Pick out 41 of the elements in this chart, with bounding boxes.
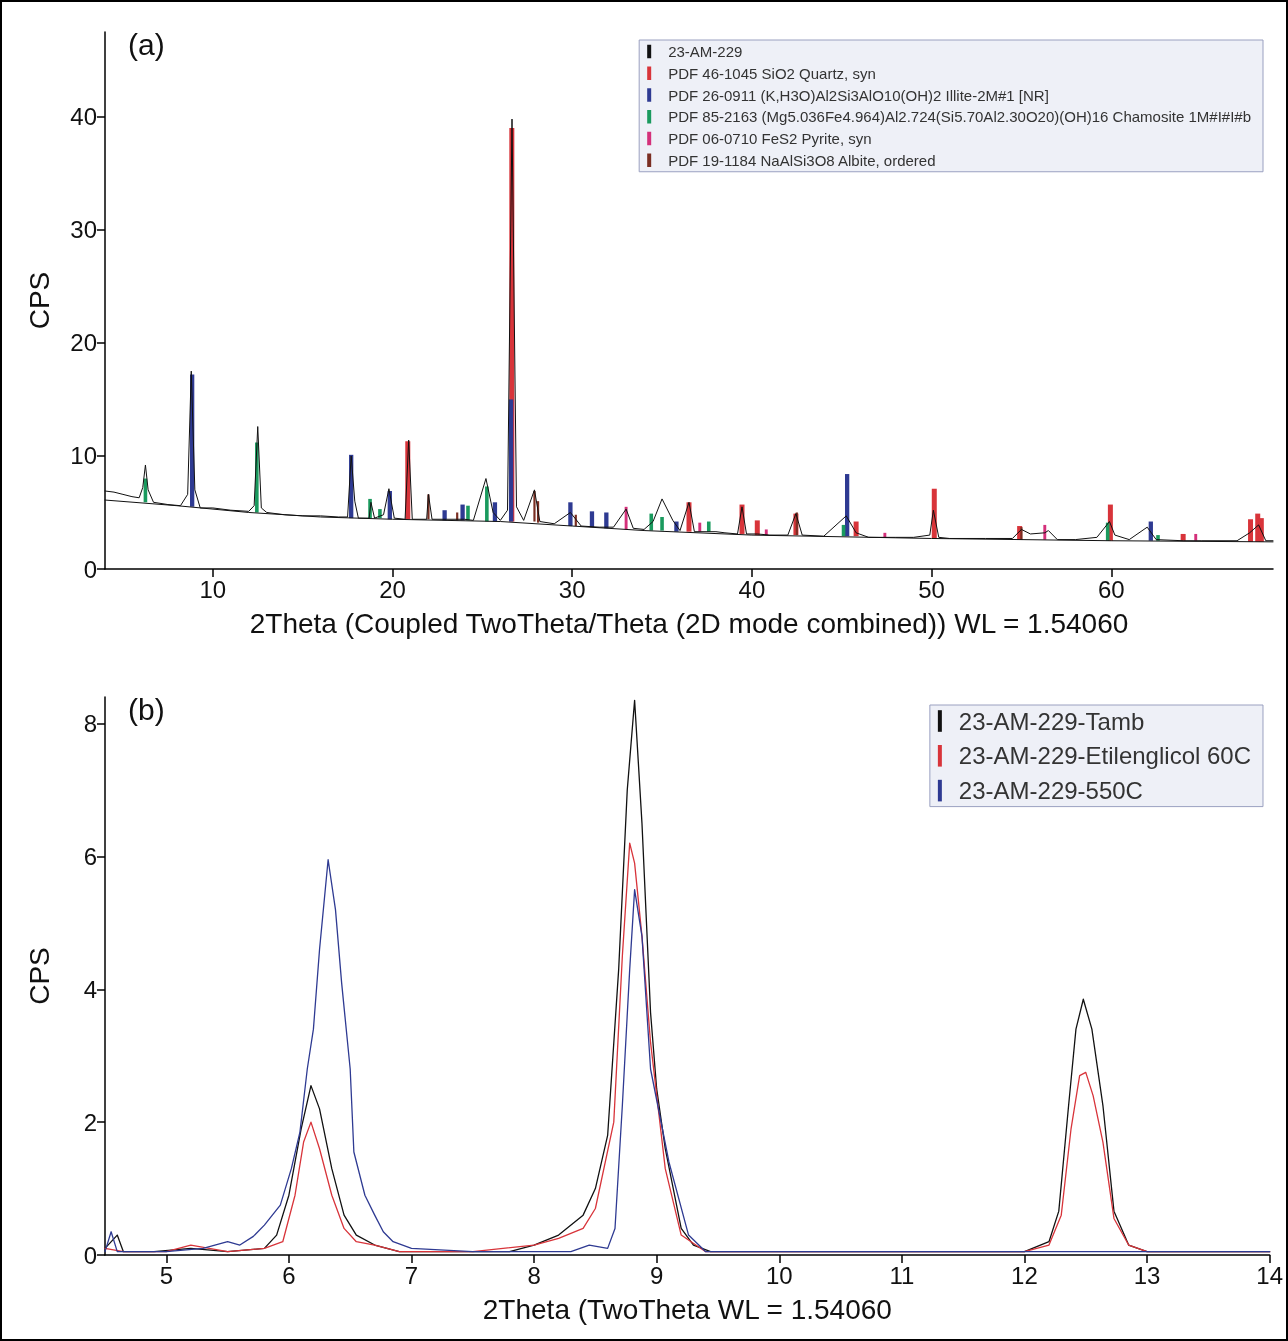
x-tick-label: 13	[1133, 1261, 1161, 1289]
chart-title: (a)	[128, 27, 165, 61]
legend-label: PDF 26-0911 (K,H3O)Al2Si3AlO10(OH)2 Illite-2M#1 [NR]	[668, 86, 1049, 104]
legend-label: PDF 06-0710 FeS2 Pyrite, syn	[668, 130, 872, 147]
y-axis-title: CPS	[23, 947, 55, 1005]
x-tick-label: 12	[1011, 1261, 1038, 1289]
legend-label: 23-AM-229	[668, 43, 743, 60]
x-tick-label: 7	[404, 1261, 419, 1289]
x-tick-label: 60	[1097, 575, 1125, 603]
x-tick-label: 11	[889, 1261, 915, 1289]
y-tick-label: 4	[83, 975, 97, 1003]
y-tick-label: 0	[83, 1241, 97, 1269]
y-tick-label: 6	[83, 842, 97, 870]
x-axis-title: 2Theta (Coupled TwoTheta/Theta (2D mode combined)) WL = 1.54060	[249, 607, 1129, 639]
x-tick-label: 6	[282, 1261, 296, 1289]
legend-label: PDF 85-2163 (Mg5.036Fe4.964)Al2.724(Si5.70Al2.30O20)(OH)16 Chamosite 1M#I#I#b	[668, 108, 1252, 126]
x-tick-label: 9	[650, 1261, 664, 1289]
x-tick-label: 10	[199, 575, 227, 603]
x-tick-label: 14	[1256, 1261, 1283, 1289]
legend-label: 23-AM-229-Etilenglicol 60C	[958, 742, 1251, 770]
x-tick-label: 40	[738, 575, 766, 603]
x-tick-label: 50	[918, 575, 945, 603]
x-tick-label: 10	[765, 1261, 793, 1289]
y-tick-label: 10	[70, 442, 97, 470]
legend-label: PDF 19-1184 NaAlSi3O8 Albite, ordered	[668, 151, 936, 169]
y-tick-label: 20	[70, 329, 97, 357]
y-axis-title: CPS	[23, 271, 55, 330]
y-tick-label: 2	[83, 1108, 97, 1136]
x-tick-label: 30	[558, 575, 586, 603]
legend-label: PDF 46-1045 SiO2 Quartz, syn	[668, 64, 876, 82]
chart-title: (b)	[128, 692, 165, 726]
x-axis-title: 2Theta (TwoTheta WL = 1.54060	[482, 1293, 892, 1325]
y-tick-label: 8	[83, 710, 97, 738]
x-tick-label: 8	[527, 1261, 541, 1289]
x-tick-label: 5	[159, 1261, 173, 1289]
legend-label: 23-AM-229-Tamb	[958, 707, 1145, 735]
y-tick-label: 30	[70, 216, 97, 244]
y-tick-label: 40	[70, 103, 97, 131]
y-tick-label: 0	[83, 555, 97, 583]
x-tick-label: 20	[379, 575, 406, 603]
legend-label: 23-AM-229-550C	[958, 777, 1143, 805]
